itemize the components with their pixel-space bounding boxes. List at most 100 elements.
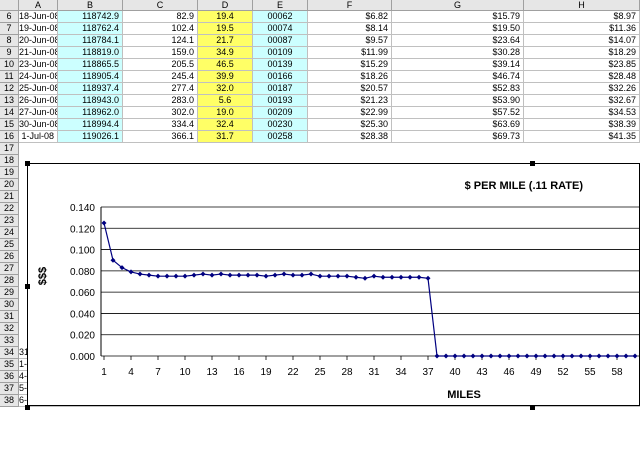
row-header-36[interactable]: 36 [0, 371, 19, 383]
cell-d9[interactable]: 34.9 [198, 47, 253, 59]
cell-a8[interactable]: 20-Jun-08 [19, 35, 58, 47]
row-header-22[interactable]: 22 [0, 203, 19, 215]
cell-e7[interactable]: 00074 [253, 23, 308, 35]
cell-h6[interactable]: $8.97 [524, 11, 640, 23]
cell-a11[interactable]: 24-Jun-08 [19, 71, 58, 83]
cell-a9[interactable]: 21-Jun-08 [19, 47, 58, 59]
cell-a7[interactable]: 19-Jun-08 [19, 23, 58, 35]
cell-e15[interactable]: 00230 [253, 119, 308, 131]
cell-e16[interactable]: 00258 [253, 131, 308, 143]
cell-f9[interactable]: $11.99 [308, 47, 392, 59]
row-header-34[interactable]: 34 [0, 347, 19, 359]
cell-d6[interactable]: 19.4 [198, 11, 253, 23]
column-header-g[interactable]: G [392, 0, 524, 11]
cell-g10[interactable]: $39.14 [392, 59, 524, 71]
cell-d15[interactable]: 32.4 [198, 119, 253, 131]
row-header-20[interactable]: 20 [0, 179, 19, 191]
resize-handle[interactable] [25, 161, 30, 166]
cell-b16[interactable]: 119026.1 [58, 131, 123, 143]
row-header-9[interactable]: 9 [0, 47, 19, 59]
cell-a12[interactable]: 25-Jun-08 [19, 83, 58, 95]
cell-f14[interactable]: $22.99 [308, 107, 392, 119]
cell-a13[interactable]: 26-Jun-08 [19, 95, 58, 107]
cell-d7[interactable]: 19.5 [198, 23, 253, 35]
cell-g13[interactable]: $53.90 [392, 95, 524, 107]
row-header-38[interactable]: 38 [0, 395, 19, 407]
row-header-19[interactable]: 19 [0, 167, 19, 179]
row-header-28[interactable]: 28 [0, 275, 19, 287]
cell-e9[interactable]: 00109 [253, 47, 308, 59]
column-header-a[interactable]: A [19, 0, 58, 11]
row-header-7[interactable]: 7 [0, 23, 19, 35]
column-header-b[interactable]: B [58, 0, 123, 11]
column-header-d[interactable]: D [198, 0, 253, 11]
cell-d8[interactable]: 21.7 [198, 35, 253, 47]
cell-d12[interactable]: 32.0 [198, 83, 253, 95]
cell-h14[interactable]: $34.53 [524, 107, 640, 119]
cell-e12[interactable]: 00187 [253, 83, 308, 95]
row-header-18[interactable]: 18 [0, 155, 19, 167]
row-header-21[interactable]: 21 [0, 191, 19, 203]
cell-b12[interactable]: 118937.4 [58, 83, 123, 95]
cell-c6[interactable]: 82.9 [123, 11, 198, 23]
cell-b8[interactable]: 118784.1 [58, 35, 123, 47]
row-header-29[interactable]: 29 [0, 287, 19, 299]
cell-e13[interactable]: 00193 [253, 95, 308, 107]
row-header-14[interactable]: 14 [0, 107, 19, 119]
cell-b10[interactable]: 118865.5 [58, 59, 123, 71]
cell-b11[interactable]: 118905.4 [58, 71, 123, 83]
cell-f7[interactable]: $8.14 [308, 23, 392, 35]
cell-h15[interactable]: $38.39 [524, 119, 640, 131]
cell-f16[interactable]: $28.38 [308, 131, 392, 143]
row-header-30[interactable]: 30 [0, 299, 19, 311]
column-header-e[interactable]: E [253, 0, 308, 11]
cell-h13[interactable]: $32.67 [524, 95, 640, 107]
row-header-6[interactable]: 6 [0, 11, 19, 23]
cell-c14[interactable]: 302.0 [123, 107, 198, 119]
row-header-24[interactable]: 24 [0, 227, 19, 239]
cell-c9[interactable]: 159.0 [123, 47, 198, 59]
cell-d11[interactable]: 39.9 [198, 71, 253, 83]
cell-b6[interactable]: 118742.9 [58, 11, 123, 23]
cell-f10[interactable]: $15.29 [308, 59, 392, 71]
cell-c10[interactable]: 205.5 [123, 59, 198, 71]
resize-handle[interactable] [530, 161, 535, 166]
cell-h10[interactable]: $23.85 [524, 59, 640, 71]
cell-g11[interactable]: $46.74 [392, 71, 524, 83]
cell-b15[interactable]: 118994.4 [58, 119, 123, 131]
cell-c8[interactable]: 124.1 [123, 35, 198, 47]
cell-a16[interactable]: 1-Jul-08 [19, 131, 58, 143]
resize-handle[interactable] [25, 284, 30, 289]
cell-a15[interactable]: 30-Jun-08 [19, 119, 58, 131]
cell-d13[interactable]: 5.6 [198, 95, 253, 107]
row-header-17[interactable]: 17 [0, 143, 19, 155]
cell-b7[interactable]: 118762.4 [58, 23, 123, 35]
cell-h7[interactable]: $11.36 [524, 23, 640, 35]
column-header-f[interactable]: F [308, 0, 392, 11]
row-header-12[interactable]: 12 [0, 83, 19, 95]
cell-c16[interactable]: 366.1 [123, 131, 198, 143]
cell-f13[interactable]: $21.23 [308, 95, 392, 107]
row-header-13[interactable]: 13 [0, 95, 19, 107]
cell-b13[interactable]: 118943.0 [58, 95, 123, 107]
row-header-16[interactable]: 16 [0, 131, 19, 143]
row-header-15[interactable]: 15 [0, 119, 19, 131]
cell-g6[interactable]: $15.79 [392, 11, 524, 23]
cell-e6[interactable]: 00062 [253, 11, 308, 23]
cell-e10[interactable]: 00139 [253, 59, 308, 71]
row-header-31[interactable]: 31 [0, 311, 19, 323]
cell-c11[interactable]: 245.4 [123, 71, 198, 83]
cell-c15[interactable]: 334.4 [123, 119, 198, 131]
cell-g12[interactable]: $52.83 [392, 83, 524, 95]
cell-d16[interactable]: 31.7 [198, 131, 253, 143]
cell-g16[interactable]: $69.73 [392, 131, 524, 143]
row-header-26[interactable]: 26 [0, 251, 19, 263]
cell-g7[interactable]: $19.50 [392, 23, 524, 35]
row-header-25[interactable]: 25 [0, 239, 19, 251]
cell-g14[interactable]: $57.52 [392, 107, 524, 119]
row-header-23[interactable]: 23 [0, 215, 19, 227]
row-header-32[interactable]: 32 [0, 323, 19, 335]
resize-handle[interactable] [25, 405, 30, 410]
cell-c7[interactable]: 102.4 [123, 23, 198, 35]
cell-f8[interactable]: $9.57 [308, 35, 392, 47]
